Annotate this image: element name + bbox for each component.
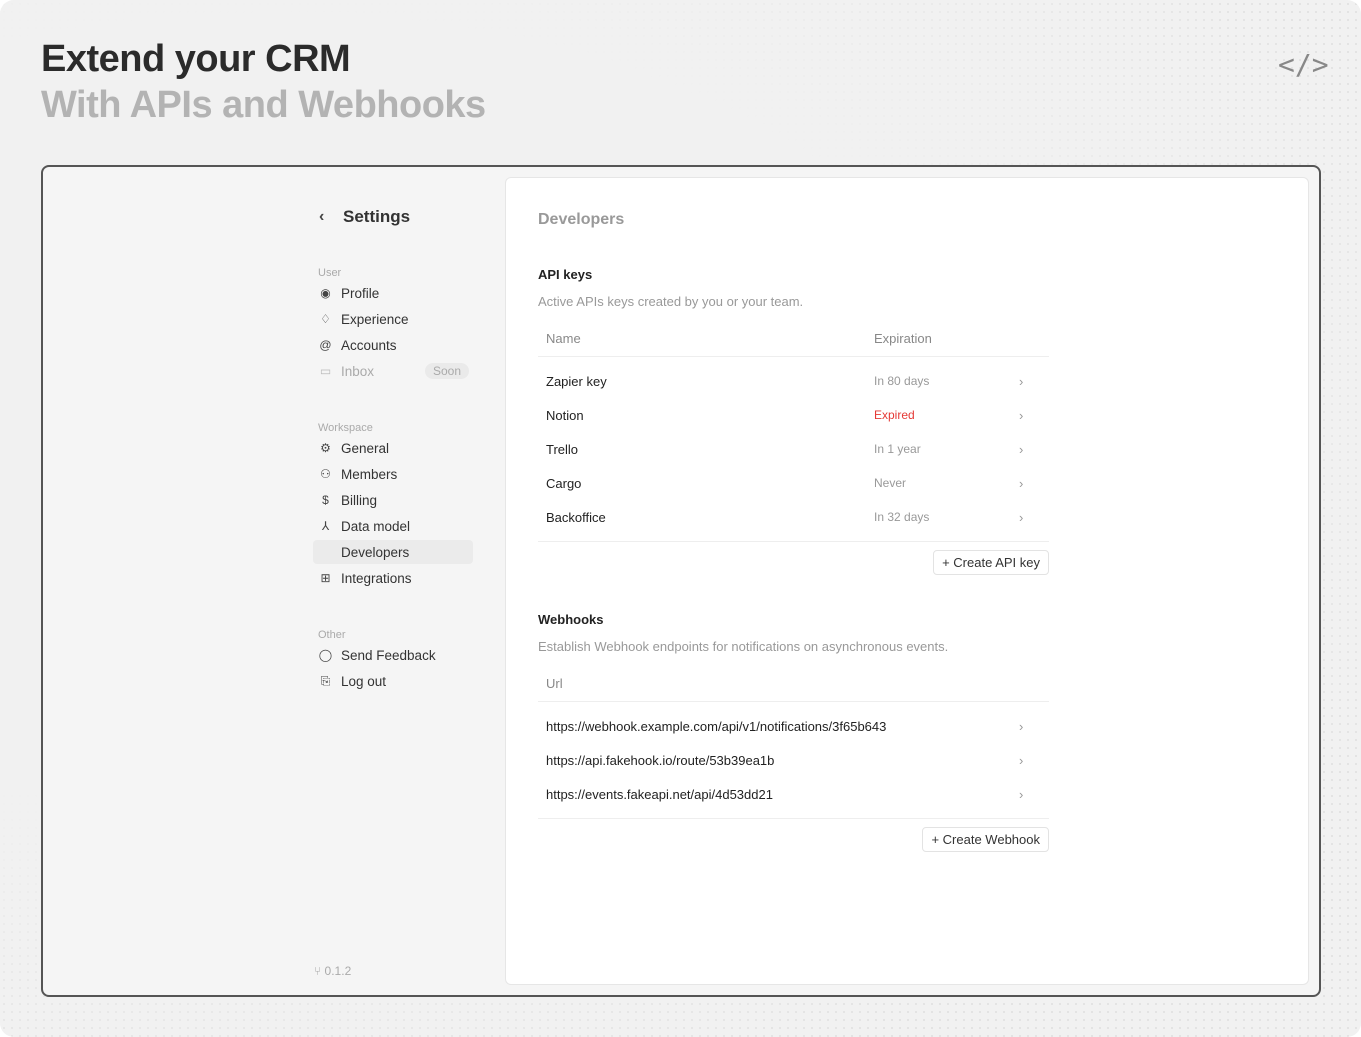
users-icon: ⚇ <box>320 467 331 481</box>
api-key-row[interactable]: Zapier key In 80 days › <box>538 364 1049 398</box>
sidebar-item-label: Data model <box>341 518 411 534</box>
hero-subtitle: With APIs and Webhooks <box>41 84 486 126</box>
webhook-row[interactable]: https://webhook.example.com/api/v1/notif… <box>538 709 1049 743</box>
webhook-row[interactable]: https://events.fakeapi.net/api/4d53dd21 › <box>538 777 1049 811</box>
column-url: Url <box>546 676 563 691</box>
api-keys-title: API keys <box>538 267 593 282</box>
api-key-expiration: In 1 year <box>874 442 921 456</box>
webhook-url: https://events.fakeapi.net/api/4d53dd21 <box>546 786 773 802</box>
webhooks-title: Webhooks <box>538 612 604 627</box>
chevron-right-icon: › <box>1019 786 1024 802</box>
api-key-row[interactable]: Notion Expired › <box>538 398 1049 432</box>
webhooks-header: Url <box>538 666 1049 702</box>
section-label: Other <box>318 629 346 641</box>
user-circle-icon: ◉ <box>320 286 331 300</box>
sidebar-item-developers[interactable]: Developers <box>313 540 473 564</box>
api-key-name: Backoffice <box>546 509 606 525</box>
sidebar-item-label: Inbox <box>341 363 375 379</box>
soon-badge: Soon <box>424 363 469 379</box>
sidebar-item-label: Integrations <box>341 570 412 586</box>
section-label: User <box>318 267 342 279</box>
sidebar-item-general[interactable]: ⚙ General <box>313 436 473 460</box>
api-keys-description: Active APIs keys created by you or your … <box>538 294 804 309</box>
chevron-right-icon: › <box>1019 752 1024 768</box>
create-api-key-button[interactable]: + Create API key <box>933 550 1049 575</box>
hierarchy-icon: ⅄ <box>321 519 330 533</box>
settings-sidebar: ‹ Settings User ◉ Profile ♢ Experience @ Accoun… <box>313 167 513 995</box>
developers-panel: Developers API keys Active APIs keys cre… <box>505 177 1309 985</box>
sidebar-item-label: General <box>341 440 390 456</box>
sidebar-item-experience[interactable]: ♢ Experience <box>313 307 473 331</box>
webhooks-section: Webhooks Establish Webhook endpoints for… <box>538 612 1049 852</box>
back-to-settings[interactable]: ‹ Settings <box>319 207 410 227</box>
chevron-right-icon: › <box>1019 373 1024 389</box>
app-window: ‹ Settings User ◉ Profile ♢ Experience @ Accoun… <box>41 165 1321 997</box>
at-icon: @ <box>319 338 332 352</box>
sidebar-item-label: Accounts <box>341 337 397 353</box>
api-key-name: Zapier key <box>546 373 607 389</box>
webhooks-description: Establish Webhook endpoints for notifica… <box>538 639 949 654</box>
sidebar-item-label: Members <box>341 466 398 482</box>
code-icon: </> <box>1278 48 1329 81</box>
webhook-url: https://webhook.example.com/api/v1/notif… <box>546 718 887 734</box>
bell-icon: ♢ <box>320 312 331 326</box>
version: ⑂ 0.1.2 <box>314 964 351 978</box>
hero-title: Extend your CRM <box>41 38 351 80</box>
api-key-name: Cargo <box>546 475 582 491</box>
sidebar-item-send-feedback[interactable]: ◯ Send Feedback <box>313 643 473 667</box>
chevron-right-icon: › <box>1019 475 1024 491</box>
dollar-icon: $ <box>322 493 329 507</box>
api-key-name: Notion <box>546 407 584 423</box>
api-keys-section: API keys Active APIs keys created by you… <box>538 267 1049 575</box>
api-key-row[interactable]: Cargo Never › <box>538 466 1049 500</box>
api-key-expiration: In 80 days <box>874 374 930 388</box>
sidebar-item-billing[interactable]: $ Billing <box>313 488 473 512</box>
create-webhook-button[interactable]: + Create Webhook <box>922 827 1049 852</box>
sidebar-item-data-model[interactable]: ⅄ Data model <box>313 514 473 538</box>
api-key-row[interactable]: Backoffice In 32 days › <box>538 500 1049 534</box>
column-expiration: Expiration <box>874 331 932 346</box>
sidebar-item-label: Profile <box>341 285 380 301</box>
sidebar-item-accounts[interactable]: @ Accounts <box>313 333 473 357</box>
chevron-right-icon: › <box>1019 407 1024 423</box>
api-key-expiration: In 32 days <box>874 510 930 524</box>
logout-icon: ⎘ <box>320 673 331 688</box>
settings-title: Settings <box>343 207 411 226</box>
chevron-right-icon: › <box>1019 441 1024 457</box>
sidebar-item-profile[interactable]: ◉ Profile <box>313 281 473 305</box>
page-title: Developers <box>538 211 625 228</box>
sidebar-item-log-out[interactable]: ⎘ Log out <box>313 669 473 693</box>
chevron-left-icon: ‹ <box>319 208 325 225</box>
chevron-right-icon: › <box>1019 509 1024 525</box>
sidebar-item-label: Log out <box>341 673 387 689</box>
api-keys-header: Name Expiration <box>538 321 1049 357</box>
sidebar-item-label: Send Feedback <box>341 647 436 663</box>
api-key-name: Trello <box>546 441 579 457</box>
webhook-url: https://api.fakehook.io/route/53b39ea1b <box>546 752 775 768</box>
gear-icon: ⚙ <box>320 441 331 455</box>
inbox-icon: ▭ <box>319 364 332 378</box>
api-key-expiration: Never <box>874 476 907 490</box>
chevron-right-icon: › <box>1019 718 1024 734</box>
apps-icon: ⊞ <box>320 571 331 585</box>
sidebar-item-label: Experience <box>341 311 409 327</box>
api-key-expiration: Expired <box>874 408 915 422</box>
section-label: Workspace <box>318 422 373 434</box>
sidebar-item-members[interactable]: ⚇ Members <box>313 462 473 486</box>
column-name: Name <box>546 331 581 346</box>
api-key-row[interactable]: Trello In 1 year › <box>538 432 1049 466</box>
message-icon: ◯ <box>318 648 333 662</box>
sidebar-item-label: Developers <box>341 544 410 560</box>
github-icon: ⑂ <box>314 964 322 978</box>
sidebar-item-inbox[interactable]: ▭ Inbox Soon <box>313 359 473 383</box>
version-label: 0.1.2 <box>324 964 352 978</box>
webhook-row[interactable]: https://api.fakehook.io/route/53b39ea1b › <box>538 743 1049 777</box>
sidebar-item-integrations[interactable]: ⊞ Integrations <box>313 566 473 590</box>
sidebar-item-label: Billing <box>341 492 378 508</box>
